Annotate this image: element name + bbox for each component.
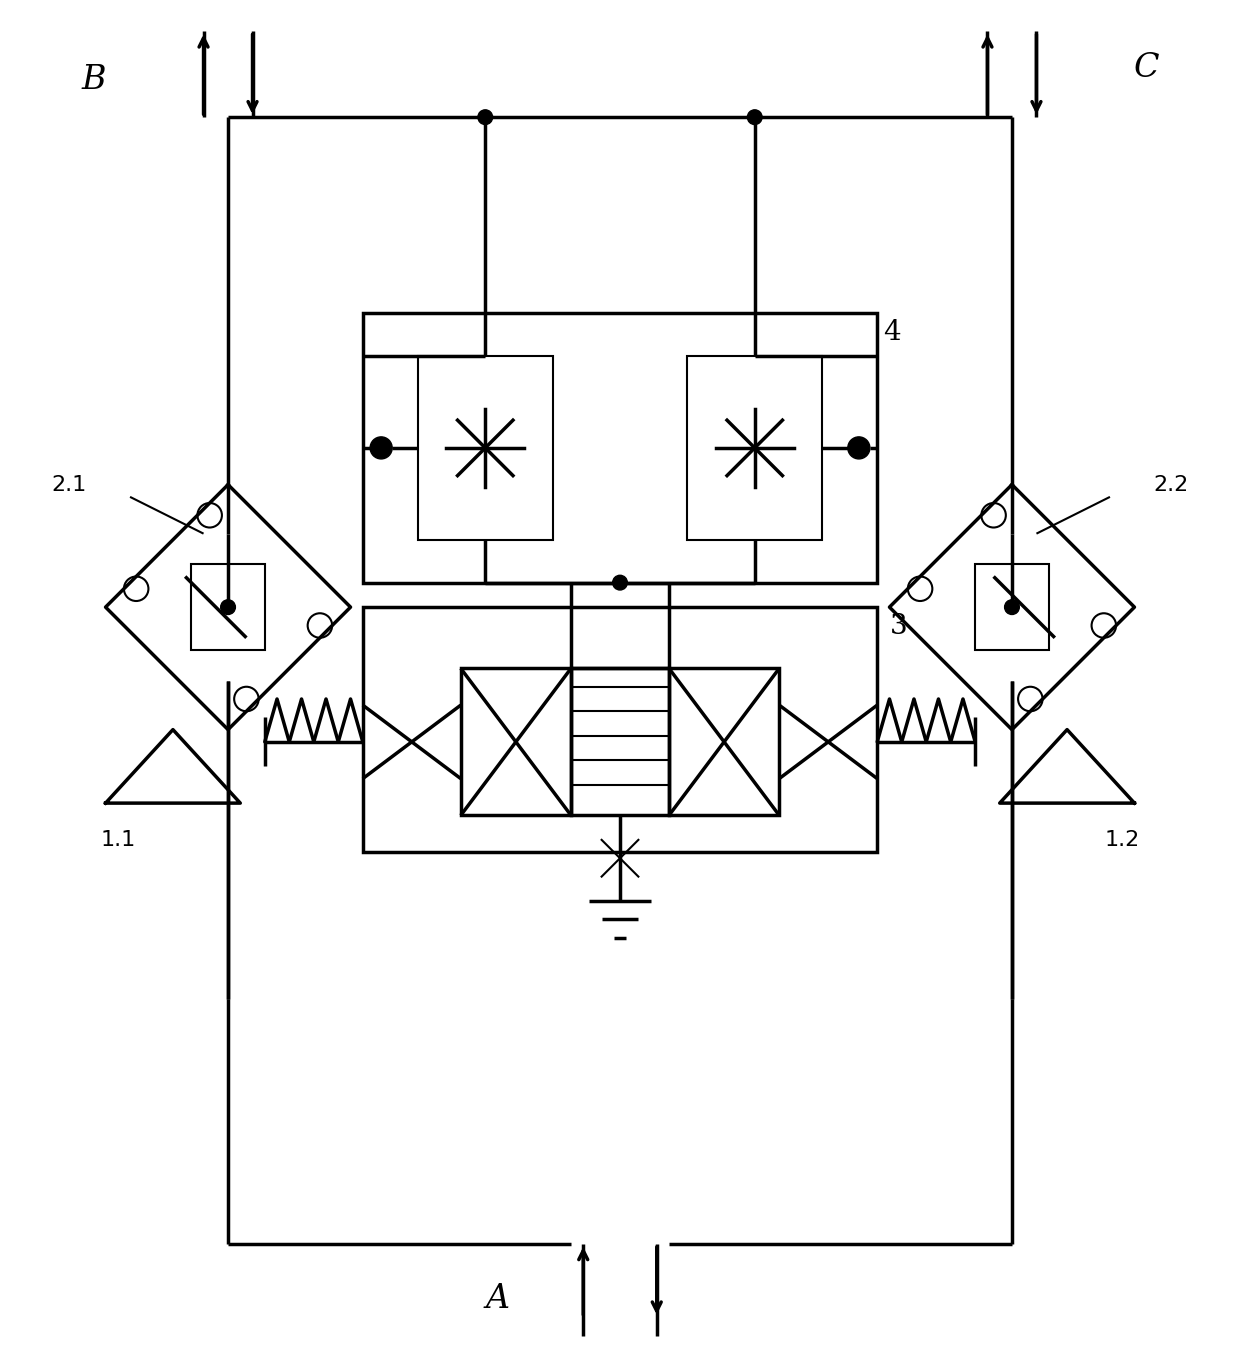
Circle shape: [613, 575, 627, 590]
Text: B: B: [81, 65, 105, 96]
Text: A: A: [485, 1283, 510, 1315]
Bar: [418, 356, 553, 540]
Bar: [191, 564, 265, 650]
Text: 1.1: 1.1: [100, 830, 135, 850]
Bar: [687, 356, 822, 540]
Bar: [363, 313, 877, 583]
Circle shape: [848, 437, 870, 459]
Circle shape: [370, 437, 392, 459]
Text: 2.2: 2.2: [1153, 475, 1189, 495]
Bar: [570, 668, 670, 815]
Bar: [363, 607, 877, 853]
Text: 1.2: 1.2: [1105, 830, 1140, 850]
Text: 3: 3: [889, 614, 908, 641]
Text: C: C: [1133, 53, 1159, 84]
Circle shape: [748, 109, 763, 124]
Bar: [461, 668, 570, 815]
Text: 2.1: 2.1: [51, 475, 87, 495]
Circle shape: [477, 109, 492, 124]
Bar: [975, 564, 1049, 650]
Bar: [670, 668, 779, 815]
Text: 4: 4: [883, 320, 901, 347]
Circle shape: [221, 600, 236, 615]
Circle shape: [1004, 600, 1019, 615]
